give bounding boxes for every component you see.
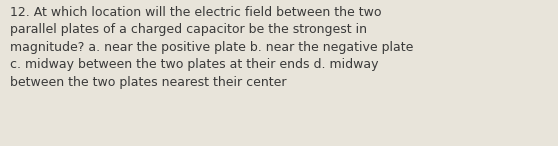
Text: 12. At which location will the electric field between the two
parallel plates of: 12. At which location will the electric …: [10, 6, 413, 89]
